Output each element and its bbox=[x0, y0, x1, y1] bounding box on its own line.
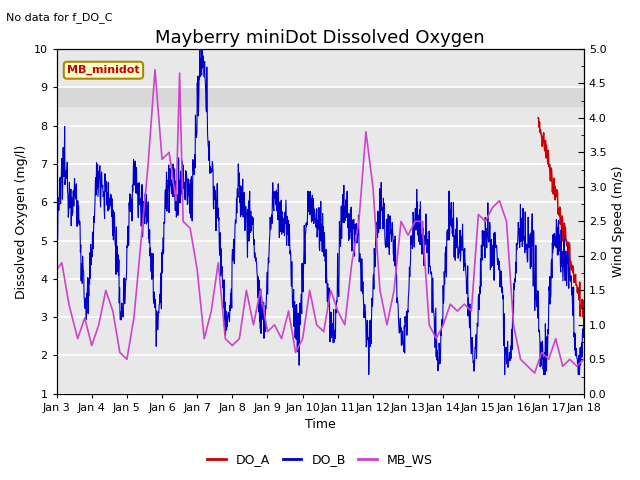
Y-axis label: Dissolved Oxygen (mg/l): Dissolved Oxygen (mg/l) bbox=[15, 144, 28, 299]
Title: Mayberry miniDot Dissolved Oxygen: Mayberry miniDot Dissolved Oxygen bbox=[156, 29, 485, 48]
X-axis label: Time: Time bbox=[305, 419, 335, 432]
Y-axis label: Wind Speed (m/s): Wind Speed (m/s) bbox=[612, 166, 625, 277]
Bar bbox=[56, 87, 584, 107]
Text: No data for f_DO_C: No data for f_DO_C bbox=[6, 12, 113, 23]
Text: MB_minidot: MB_minidot bbox=[67, 65, 140, 75]
Legend: DO_A, DO_B, MB_WS: DO_A, DO_B, MB_WS bbox=[202, 448, 438, 471]
